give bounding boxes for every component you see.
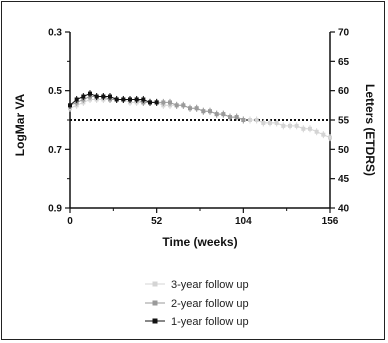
data-point [208,109,212,114]
legend-label: 2-year follow up [171,298,249,310]
y-right-tick-label: 70 [338,28,350,39]
data-point [88,91,92,96]
data-point [194,106,199,111]
data-point [161,100,166,105]
figure-frame [1,1,385,340]
x-tick-label: 156 [322,216,339,227]
data-point [74,97,79,102]
data-point [81,94,86,99]
y-right-tick-label: 55 [338,116,350,127]
y-right-tick-label: 45 [338,174,350,185]
y-right-axis-title: Letters (ETDRS) [363,84,377,176]
y-right-tick-label: 60 [338,86,350,97]
data-point [294,123,299,128]
data-point [328,135,332,140]
x-tick-label: 104 [235,216,252,227]
data-point [128,97,132,102]
data-point [321,132,326,137]
series-3 [68,90,159,109]
data-point [68,103,72,108]
x-tick-label: 0 [67,216,73,227]
data-point [228,115,232,120]
legend-marker [152,300,158,306]
legend-item: 2-year follow up [145,298,249,310]
y-left-tick-label: 0.5 [48,86,62,97]
y-right-tick-label: 40 [338,204,350,215]
legend-item: 1-year follow up [145,316,249,328]
data-point [308,126,312,131]
data-point [174,103,179,108]
y-left-axis-title: LogMar VA [13,93,27,156]
legend-marker [152,318,158,324]
y-right-tick-label: 65 [338,57,350,68]
data-point [214,112,219,117]
y-left-tick-label: 0.9 [48,204,62,215]
data-point [268,120,272,125]
legend: 3-year follow up 2-year follow up 1-year f… [145,279,249,328]
data-point [181,103,186,108]
legend-marker [152,281,158,287]
data-point [234,115,239,120]
x-tick-label: 52 [151,216,163,227]
y-left-tick-label: 0.7 [48,145,62,156]
plot-area: 0.3 0.5 0.7 0.9 70 65 60 55 50 45 40 0 52 104 156 [48,28,349,228]
data-point [121,97,126,102]
data-point [288,123,292,128]
series-line [69,99,331,139]
data-point [101,94,106,99]
data-point [108,94,112,99]
legend-item: 3-year follow up [145,279,249,291]
data-point [281,123,286,128]
data-point [188,106,192,111]
legend-label: 3-year follow up [171,279,249,291]
data-point [314,129,319,134]
data-point [241,118,246,122]
data-point [254,118,259,122]
data-point [168,100,172,105]
data-point [94,94,99,99]
data-point [301,126,306,131]
data-point [148,100,152,105]
data-point [261,120,266,125]
data-point [201,109,206,114]
y-right-tick-label: 50 [338,145,350,156]
data-point [141,97,146,102]
data-point [134,97,139,102]
legend-label: 1-year follow up [171,316,249,328]
data-point [274,120,279,125]
data-point [114,97,119,102]
data-point [154,100,159,105]
y-left-tick-label: 0.3 [48,28,62,39]
data-point [221,112,226,117]
x-axis-title: Time (weeks) [162,235,237,249]
series-1 [68,95,332,142]
data-point [248,118,252,122]
series-2 [68,93,246,124]
